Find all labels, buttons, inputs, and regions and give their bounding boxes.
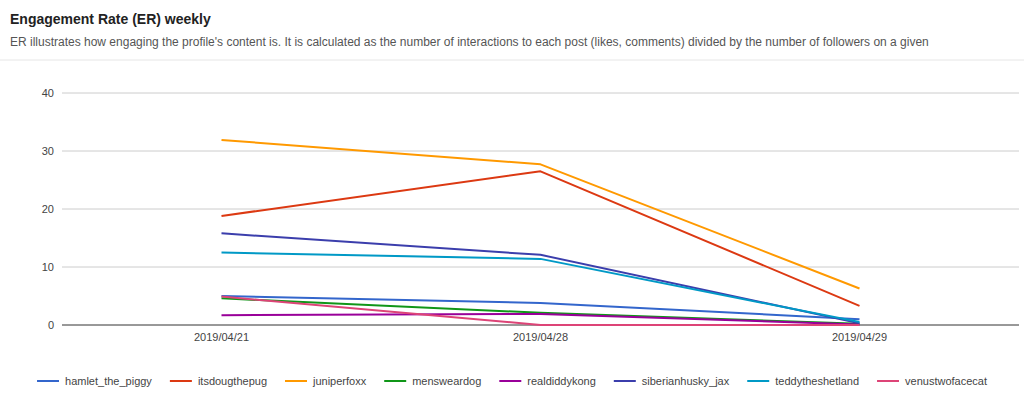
series-line	[222, 140, 860, 288]
legend-swatch	[37, 380, 59, 382]
x-tick-label: 2019/04/29	[832, 331, 887, 343]
grid-line	[62, 209, 1019, 210]
series-line	[222, 297, 860, 325]
grid-line	[62, 267, 1019, 268]
chart: Engagement Rate (ER) weekly ER illustrate…	[0, 0, 1024, 409]
y-tick-label: 30	[42, 145, 54, 157]
y-tick-label: 20	[42, 203, 54, 215]
series-line	[222, 171, 860, 306]
legend-swatch	[614, 380, 636, 382]
grid-line	[62, 93, 1019, 94]
grid-line	[62, 151, 1019, 152]
legend-label: siberianhusky_jax	[642, 375, 730, 387]
legend-label: hamlet_the_piggy	[65, 375, 152, 387]
legend-label: itsdougthepug	[198, 375, 267, 387]
legend-label: mensweardog	[412, 375, 481, 387]
legend-item: realdiddykong	[499, 375, 596, 387]
legend: hamlet_the_piggy itsdougthepug juniperfoxx…	[37, 375, 987, 387]
x-tick-label: 2019/04/28	[513, 331, 568, 343]
series-line	[222, 314, 860, 324]
divider	[0, 60, 1024, 61]
legend-item: teddytheshetland	[747, 375, 859, 387]
legend-item: juniperfoxx	[285, 375, 367, 387]
legend-label: juniperfoxx	[312, 375, 367, 387]
x-tick-label: 2019/04/21	[194, 331, 249, 343]
lines	[222, 140, 860, 325]
legend-label: venustwofacecat	[905, 375, 987, 387]
legend-swatch	[170, 380, 192, 382]
legend-label: realdiddykong	[527, 375, 596, 387]
subtitle: ER illustrates how engaging the profile'…	[10, 35, 929, 49]
title: Engagement Rate (ER) weekly	[10, 11, 211, 27]
legend-item: mensweardog	[384, 375, 481, 387]
legend-item: siberianhusky_jax	[614, 375, 730, 387]
legend-swatch	[384, 380, 406, 382]
legend-item: venustwofacecat	[877, 375, 987, 387]
legend-swatch	[499, 380, 521, 382]
grid	[62, 93, 1019, 325]
legend-item: hamlet_the_piggy	[37, 375, 152, 387]
series-line	[222, 233, 860, 323]
legend-swatch	[285, 380, 307, 382]
series-line	[222, 253, 860, 323]
y-tick-label: 40	[42, 87, 54, 99]
legend-swatch	[747, 380, 769, 382]
legend-label: teddytheshetland	[775, 375, 859, 387]
legend-swatch	[877, 380, 899, 382]
legend-item: itsdougthepug	[170, 375, 267, 387]
y-tick-label: 10	[42, 261, 54, 273]
y-tick-label: 0	[48, 319, 54, 331]
